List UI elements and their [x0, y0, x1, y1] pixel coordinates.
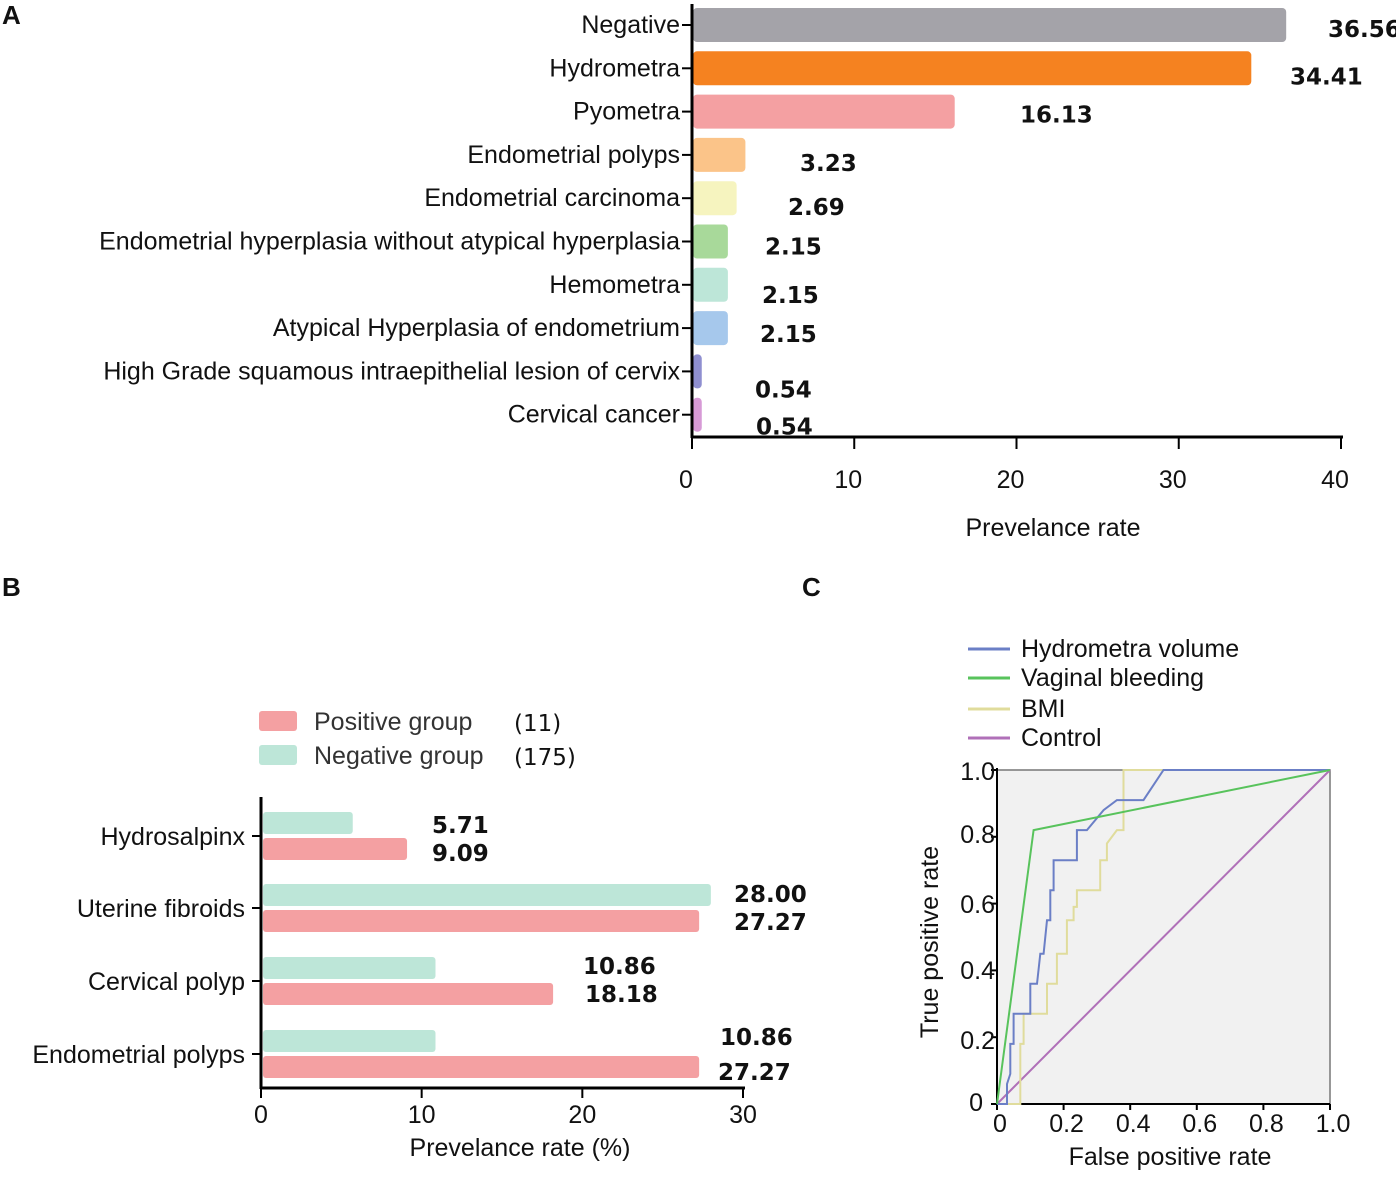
value-label-a: 34.41: [1290, 64, 1363, 90]
legend-label-c: BMI: [1021, 695, 1065, 723]
value-label-b-positive: 18.18: [585, 982, 658, 1008]
category-label-a: Hemometra: [549, 271, 680, 299]
value-label-b-negative: 10.86: [583, 954, 656, 980]
x-tick-label-a: 0: [679, 466, 693, 494]
value-label-b-negative: 10.86: [720, 1025, 793, 1051]
value-label-b-positive: 27.27: [718, 1060, 791, 1086]
x-tick-label-c: 0.6: [1182, 1110, 1217, 1138]
legend-label-c: Vaginal bleeding: [1021, 664, 1204, 692]
roc-line-3: [996, 769, 1331, 1105]
x-tick-label-b: 10: [408, 1101, 436, 1129]
x-tick-label-a: 20: [997, 466, 1025, 494]
y-tick-label-c: 1.0: [960, 758, 995, 786]
x-tick-label-c: 0.4: [1116, 1110, 1151, 1138]
legend-count-b: (11): [514, 711, 561, 737]
bar-b-positive-0: [263, 838, 408, 860]
bar-b-negative-1: [263, 884, 711, 906]
value-label-b-positive: 27.27: [734, 910, 807, 936]
panel-label-a: A: [2, 0, 21, 30]
x-axis-title-c: False positive rate: [1069, 1143, 1272, 1171]
value-label-a: 2.69: [788, 195, 845, 221]
x-tick-label-c: 1.0: [1316, 1110, 1351, 1138]
roc-line-2: [997, 769, 1330, 1105]
bar-a-7: [693, 311, 728, 346]
bar-a-5: [693, 224, 728, 259]
x-tick-label-b: 20: [568, 1101, 596, 1129]
bar-b-negative-3: [263, 1030, 436, 1052]
category-label-b: Endometrial polyps: [32, 1041, 245, 1069]
x-tick-label-a: 10: [834, 466, 862, 494]
category-label-a: Atypical Hyperplasia of endometrium: [273, 314, 680, 342]
y-tick-label-c: 0.4: [960, 957, 995, 985]
value-label-a: 0.54: [755, 377, 812, 403]
category-label-a: Endometrial polyps: [467, 141, 680, 169]
bar-b-positive-1: [263, 910, 700, 932]
panel-label-b: B: [2, 572, 21, 602]
legend-label-b: Positive group: [314, 708, 472, 736]
bar-a-0: [693, 8, 1287, 42]
category-label-a: Pyometra: [573, 98, 680, 126]
bar-a-3: [693, 137, 746, 172]
category-label-a: Hydrometra: [549, 54, 680, 82]
value-label-b-positive: 9.09: [432, 841, 489, 867]
y-axis-title-c: True positive rate: [916, 846, 944, 1038]
x-axis-title-a: Prevelance rate: [965, 514, 1140, 542]
bar-b-negative-0: [263, 812, 353, 834]
category-label-a: Cervical cancer: [508, 401, 680, 429]
value-label-a: 3.23: [800, 151, 857, 177]
x-tick-label-c: 0: [993, 1110, 1007, 1138]
roc-line-1: [996, 769, 1331, 1105]
bar-a-9: [693, 397, 702, 432]
x-tick-label-b: 0: [254, 1101, 268, 1129]
y-tick-label-c: 0.2: [960, 1027, 995, 1055]
x-tick-label-a: 40: [1321, 466, 1349, 494]
y-tick-label-c: 0: [969, 1089, 983, 1117]
x-tick-label-a: 30: [1159, 466, 1187, 494]
legend-swatch-b-1: [259, 745, 297, 765]
legend-label-b: Negative group: [314, 742, 484, 770]
bar-a-6: [693, 267, 728, 302]
category-label-b: Hydrosalpinx: [100, 823, 245, 851]
legend-label-c: Control: [1021, 724, 1102, 752]
chart-c-roc: 0 0.2 0.4 0.6 0.8 1.0 0 0.2 0.4 0.6 0.8 1.0 False po…: [916, 635, 1350, 1171]
value-label-a: 2.15: [765, 235, 822, 261]
category-label-a: Negative: [581, 11, 680, 39]
bar-a-4: [693, 181, 737, 216]
y-tick-label-c: 0.8: [960, 821, 995, 849]
roc-line-0: [997, 769, 1330, 1105]
x-tick-label-c: 0.8: [1249, 1110, 1284, 1138]
category-label-a: High Grade squamous intraepithelial lesi…: [103, 357, 680, 385]
bar-a-1: [693, 51, 1252, 86]
legend-label-c: Hydrometra volume: [1021, 635, 1239, 663]
value-label-a: 2.15: [762, 283, 819, 309]
chart-a-prevalence: Negative 36.56 Hydrometra 34.41 Pyometra 16.1…: [99, 4, 1396, 542]
category-label-b: Cervical polyp: [88, 968, 245, 996]
value-label-b-negative: 28.00: [734, 882, 807, 908]
bar-b-positive-3: [263, 1056, 700, 1078]
bar-a-8: [693, 354, 702, 389]
category-label-a: Endometrial hyperplasia without atypical…: [99, 228, 680, 256]
value-label-a: 36.56: [1328, 17, 1396, 43]
legend-swatch-b-0: [259, 711, 297, 731]
category-label-a: Endometrial carcinoma: [424, 184, 680, 212]
x-axis-title-b: Prevelance rate (%): [410, 1134, 631, 1162]
y-tick-label-c: 0.6: [960, 891, 995, 919]
x-tick-label-c: 0.2: [1049, 1110, 1084, 1138]
value-label-a: 2.15: [760, 322, 817, 348]
bar-a-2: [693, 94, 955, 129]
chart-b-group-comparison: Hydrosalpinx 5.719.09 Uterine fibroids 28.0…: [32, 708, 806, 1162]
bar-b-positive-2: [263, 983, 554, 1005]
legend-count-b: (175): [514, 745, 576, 771]
value-label-b-negative: 5.71: [432, 813, 489, 839]
bar-b-negative-2: [263, 957, 436, 979]
category-label-b: Uterine fibroids: [77, 895, 245, 923]
panel-label-c: C: [802, 572, 821, 602]
x-tick-label-b: 30: [729, 1101, 757, 1129]
value-label-a: 16.13: [1020, 103, 1093, 129]
